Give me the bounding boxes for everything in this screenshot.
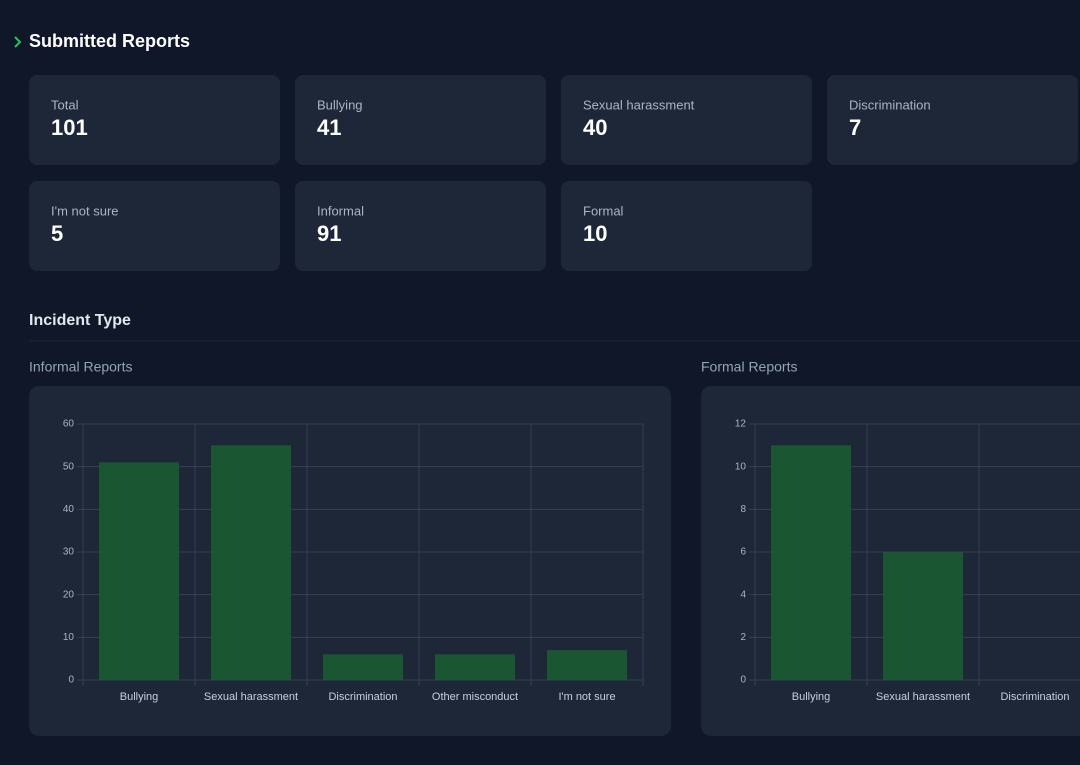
x-tick-label: Other misconduct [432, 691, 518, 703]
y-tick-label: 4 [740, 589, 746, 600]
y-tick-label: 40 [63, 504, 75, 515]
y-tick-label: 10 [63, 632, 75, 643]
section-title: Incident Type [29, 312, 131, 329]
y-tick-label: 0 [740, 675, 746, 686]
y-tick-label: 0 [68, 675, 74, 686]
bar [547, 650, 627, 680]
bar [435, 654, 515, 680]
bar [883, 552, 963, 680]
stat-card [561, 181, 812, 271]
x-tick-label: Sexual harassment [876, 691, 970, 703]
stat-label: Sexual harassment [583, 97, 695, 112]
stat-value: 40 [583, 115, 607, 140]
x-tick-label: Bullying [120, 691, 159, 703]
chart-title: Formal Reports [701, 359, 797, 375]
stat-label: Informal [317, 203, 364, 218]
bar [99, 462, 179, 680]
y-tick-label: 12 [735, 419, 747, 430]
chevron-icon[interactable] [14, 36, 22, 48]
stat-label: Discrimination [849, 97, 931, 112]
x-tick-label: Discrimination [1000, 691, 1069, 703]
y-tick-label: 60 [63, 419, 75, 430]
stat-value: 101 [51, 115, 88, 140]
stat-label: I'm not sure [51, 203, 119, 218]
y-tick-label: 10 [735, 461, 747, 472]
bar [771, 445, 851, 680]
bar [323, 654, 403, 680]
bar [211, 445, 291, 680]
stat-card [29, 181, 280, 271]
stat-card [29, 75, 280, 165]
stat-value: 41 [317, 115, 341, 140]
stat-label: Bullying [317, 97, 363, 112]
y-tick-label: 30 [63, 547, 75, 558]
x-tick-label: Bullying [792, 691, 831, 703]
stat-label: Total [51, 97, 79, 112]
y-tick-label: 8 [740, 504, 746, 515]
stat-card [827, 75, 1078, 165]
stat-card [295, 181, 546, 271]
y-tick-label: 2 [740, 632, 746, 643]
stat-card [295, 75, 546, 165]
x-tick-label: I'm not sure [558, 691, 615, 703]
x-tick-label: Discrimination [328, 691, 397, 703]
x-tick-label: Sexual harassment [204, 691, 298, 703]
stat-card [561, 75, 812, 165]
chart-title: Informal Reports [29, 359, 132, 375]
page-title: Submitted Reports [29, 31, 190, 51]
stat-value: 91 [317, 221, 341, 246]
y-tick-label: 20 [63, 589, 75, 600]
stat-label: Formal [583, 203, 624, 218]
chart-card [29, 386, 671, 736]
stat-value: 7 [849, 115, 861, 140]
y-tick-label: 6 [740, 547, 746, 558]
stat-value: 5 [51, 221, 63, 246]
y-tick-label: 50 [63, 461, 75, 472]
stat-value: 10 [583, 221, 607, 246]
